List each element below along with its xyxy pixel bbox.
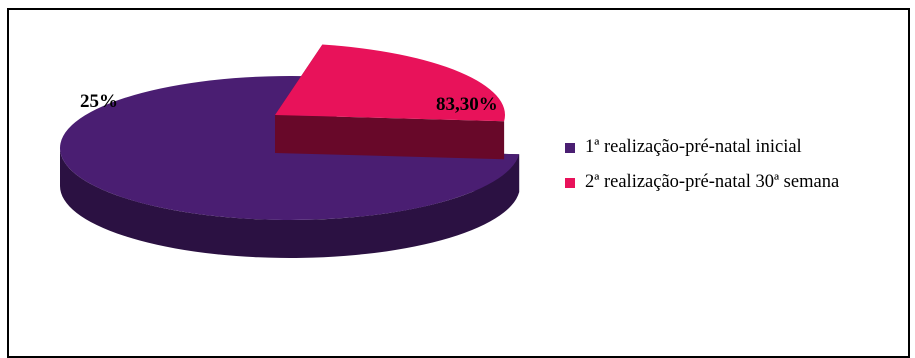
legend-swatch-2 <box>565 178 575 188</box>
legend-item-1: 1ª realização-pré-natal inicial <box>565 136 895 158</box>
data-label-2: 25% <box>80 91 118 112</box>
slice-1-side-wall <box>60 148 520 258</box>
legend-label-1: 1ª realização-pré-natal inicial <box>585 137 802 157</box>
legend-item-2: 2ª realização-pré-natal 30ª semana <box>565 171 895 193</box>
legend-label-2: 2ª realização-pré-natal 30ª semana <box>585 172 840 192</box>
data-label-1: 83,30% <box>436 94 498 115</box>
slice-2-cut-face-end <box>275 115 505 160</box>
slice-2-top <box>275 44 505 122</box>
legend-swatch-1 <box>565 143 575 153</box>
legend: 1ª realização-pré-natal inicial 2ª reali… <box>565 136 895 206</box>
